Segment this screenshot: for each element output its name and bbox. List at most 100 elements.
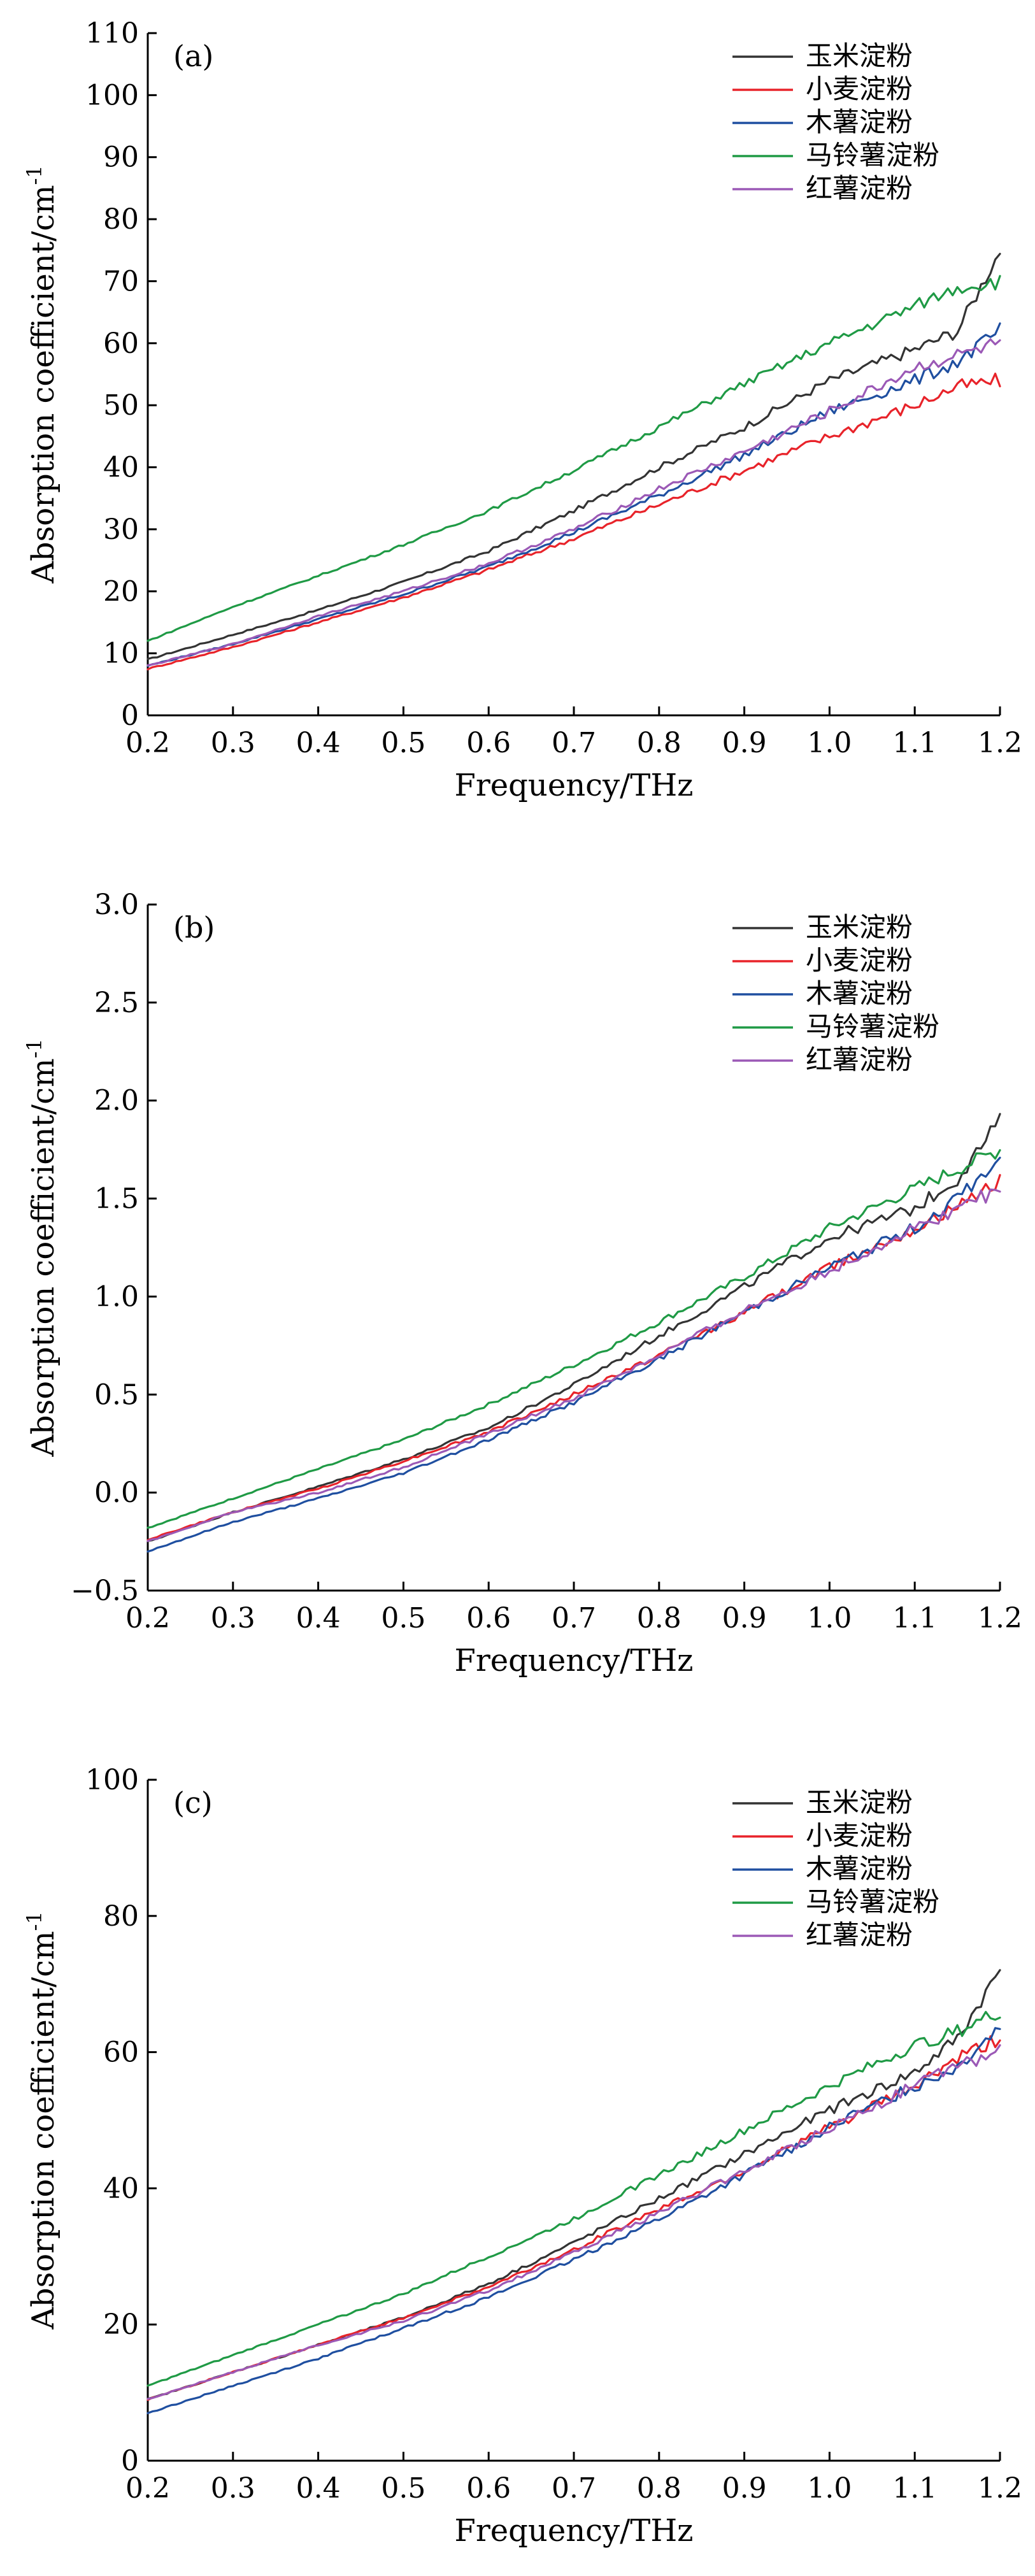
x-tick-label: 0.8 xyxy=(637,727,682,759)
x-tick-label: 0.2 xyxy=(125,2472,170,2505)
legend-label: 红薯淀粉 xyxy=(806,1044,913,1075)
x-tick-label: 1.1 xyxy=(892,727,937,759)
y-tick-label: −0.5 xyxy=(71,1575,139,1607)
y-axis-title-superscript: -1 xyxy=(22,165,46,185)
series-line-3 xyxy=(146,322,1001,667)
x-tick-label: 0.4 xyxy=(296,727,341,759)
y-tick-label: 0.5 xyxy=(94,1378,139,1411)
series-line-5 xyxy=(146,1188,1001,1542)
legend-label: 小麦淀粉 xyxy=(806,1820,913,1851)
chart-panel-3: 0.2 0.3 0.4 0.5 0.6 0.7 0.8 0.9 1.0 1.1 1.2 0 20 40 60… xyxy=(22,1764,1022,2549)
panel-label: (a) xyxy=(173,39,213,73)
y-tick-label: 0.0 xyxy=(94,1477,139,1509)
y-axis-title-superscript: -1 xyxy=(22,1038,46,1058)
y-tick-label: 2.0 xyxy=(94,1085,139,1117)
legend-label: 木薯淀粉 xyxy=(806,1853,913,1884)
x-tick-label: 1.2 xyxy=(978,1602,1022,1635)
y-axis-title: Absorption coefficient/cm-1 xyxy=(22,1038,61,1457)
y-tick-label: 40 xyxy=(103,452,139,484)
x-tick-label: 0.9 xyxy=(722,727,767,759)
legend-label: 小麦淀粉 xyxy=(806,73,913,104)
x-tick-label: 1.1 xyxy=(892,2472,937,2505)
y-tick-label: 60 xyxy=(103,2036,139,2069)
x-tick-label: 1.2 xyxy=(978,727,1022,759)
y-tick-label: 10 xyxy=(103,638,139,670)
y-tick-label: 0 xyxy=(121,2445,139,2477)
series-line-3 xyxy=(146,1156,1001,1553)
x-tick-label: 1.0 xyxy=(807,1602,852,1635)
series-line-5 xyxy=(146,2044,1001,2400)
x-tick-label: 0.9 xyxy=(722,1602,767,1635)
x-tick-label: 1.2 xyxy=(978,2472,1022,2505)
x-tick-label: 0.3 xyxy=(211,1602,255,1635)
legend-label: 木薯淀粉 xyxy=(806,106,913,138)
x-tick-label: 0.2 xyxy=(125,727,170,759)
legend-label: 红薯淀粉 xyxy=(806,1919,913,1950)
x-tick-label: 0.3 xyxy=(211,727,255,759)
x-tick-label: 1.0 xyxy=(807,727,852,759)
legend-label: 马铃薯淀粉 xyxy=(806,140,939,171)
y-tick-label: 20 xyxy=(103,575,139,608)
x-tick-label: 0.7 xyxy=(552,2472,596,2505)
y-axis-title: Absorption coefficient/cm-1 xyxy=(22,165,61,584)
y-axis-title: Absorption coefficient/cm-1 xyxy=(22,1911,61,2330)
chart-panel-2: 0.2 0.3 0.4 0.5 0.6 0.7 0.8 0.9 1.0 1.1 1.2 −0.5 0.0… xyxy=(22,889,1022,1678)
series-line-1 xyxy=(146,1113,1001,1542)
legend-label: 小麦淀粉 xyxy=(806,945,913,976)
x-tick-label: 0.7 xyxy=(552,727,596,759)
y-tick-label: 70 xyxy=(103,265,139,297)
x-tick-label: 0.9 xyxy=(722,2472,767,2505)
series-line-1 xyxy=(146,252,1001,661)
x-tick-label: 0.5 xyxy=(381,727,425,759)
x-tick-label: 1.1 xyxy=(892,1602,937,1635)
legend-label: 马铃薯淀粉 xyxy=(806,1886,939,1917)
y-tick-label: 1.0 xyxy=(94,1280,139,1313)
y-tick-label: 60 xyxy=(103,327,139,360)
legend-label: 玉米淀粉 xyxy=(806,912,913,943)
x-axis-title: Frequency/THz xyxy=(455,1643,694,1678)
legend-label: 木薯淀粉 xyxy=(806,978,913,1009)
y-tick-label: 3.0 xyxy=(94,889,139,921)
y-tick-label: 30 xyxy=(103,513,139,546)
x-tick-label: 0.5 xyxy=(381,1602,425,1635)
y-tick-label: 20 xyxy=(103,2308,139,2341)
y-tick-label: 40 xyxy=(103,2172,139,2205)
y-tick-label: 110 xyxy=(85,17,139,50)
y-tick-label: 50 xyxy=(103,389,139,422)
y-tick-label: 2.5 xyxy=(94,987,139,1019)
series-line-4 xyxy=(146,2010,1001,2387)
x-tick-label: 0.4 xyxy=(296,2472,341,2505)
y-tick-label: 80 xyxy=(103,203,139,236)
x-tick-label: 0.8 xyxy=(637,1602,682,1635)
x-tick-label: 0.6 xyxy=(466,1602,511,1635)
panel-label: (c) xyxy=(173,1785,213,1820)
y-tick-label: 90 xyxy=(103,141,139,174)
x-tick-label: 0.4 xyxy=(296,1602,341,1635)
series-line-2 xyxy=(146,373,1001,671)
y-tick-label: 100 xyxy=(85,1764,139,1796)
legend-label: 玉米淀粉 xyxy=(806,1787,913,1818)
x-tick-label: 0.3 xyxy=(211,2472,255,2505)
x-tick-label: 0.5 xyxy=(381,2472,425,2505)
series-line-5 xyxy=(146,338,1001,666)
y-tick-label: 1.5 xyxy=(94,1183,139,1215)
x-tick-label: 0.6 xyxy=(466,727,511,759)
panel-label: (b) xyxy=(173,910,215,945)
series-line-3 xyxy=(146,2027,1001,2414)
y-tick-label: 0 xyxy=(121,699,139,732)
x-tick-label: 0.2 xyxy=(125,1602,170,1635)
y-axis-title-superscript: -1 xyxy=(22,1911,46,1931)
x-tick-label: 0.8 xyxy=(637,2472,682,2505)
x-tick-label: 1.0 xyxy=(807,2472,852,2505)
x-axis-title: Frequency/THz xyxy=(455,2513,694,2549)
series-line-1 xyxy=(146,1969,1001,2400)
series-line-2 xyxy=(146,1174,1001,1542)
x-tick-label: 0.7 xyxy=(552,1602,596,1635)
series-line-4 xyxy=(146,1149,1001,1529)
legend-label: 红薯淀粉 xyxy=(806,173,913,204)
legend-label: 玉米淀粉 xyxy=(806,40,913,71)
y-tick-label: 100 xyxy=(85,79,139,111)
x-axis-title: Frequency/THz xyxy=(455,768,694,803)
